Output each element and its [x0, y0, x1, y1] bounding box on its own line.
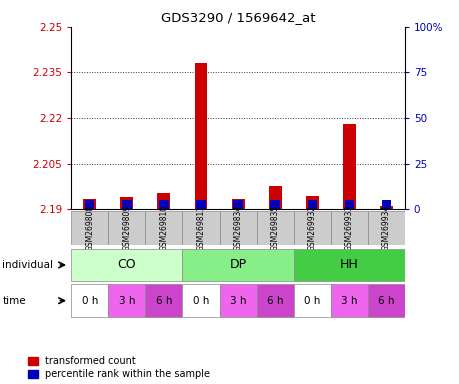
Text: 3 h: 3 h [118, 296, 135, 306]
Bar [219, 211, 256, 245]
Bar [256, 285, 293, 317]
Bar [182, 285, 219, 317]
Text: time: time [2, 296, 26, 306]
Text: DP: DP [229, 258, 246, 271]
Text: GSM269808: GSM269808 [85, 205, 94, 251]
Bar [108, 211, 145, 245]
Text: GSM269835: GSM269835 [270, 205, 279, 251]
Bar [157, 192, 170, 209]
Text: CO: CO [118, 258, 136, 271]
Text: 0 h: 0 h [192, 296, 209, 306]
Bar [182, 249, 293, 281]
Bar [231, 199, 244, 209]
Bar [83, 199, 96, 209]
Text: GSM269932: GSM269932 [307, 205, 316, 251]
Text: 0 h: 0 h [81, 296, 98, 306]
Bar [256, 211, 293, 245]
Text: GSM269934: GSM269934 [381, 205, 390, 251]
Text: 6 h: 6 h [266, 296, 283, 306]
Text: 6 h: 6 h [155, 296, 172, 306]
Text: 0 h: 0 h [303, 296, 319, 306]
Bar [270, 200, 279, 209]
Bar [145, 211, 182, 245]
Bar [344, 200, 353, 209]
Text: 6 h: 6 h [377, 296, 394, 306]
Bar [268, 187, 281, 209]
Bar [71, 211, 108, 245]
Text: GSM269810: GSM269810 [159, 205, 168, 251]
Bar [307, 200, 316, 209]
Text: individual: individual [2, 260, 53, 270]
Bar [330, 285, 367, 317]
Bar [330, 211, 367, 245]
Bar [194, 63, 207, 209]
Text: GSM269811: GSM269811 [196, 205, 205, 251]
Bar [71, 285, 108, 317]
Bar [293, 211, 330, 245]
Bar [293, 249, 404, 281]
Bar [145, 285, 182, 317]
Bar [367, 285, 404, 317]
Bar [108, 285, 145, 317]
Bar [219, 285, 256, 317]
Bar [71, 249, 182, 281]
Bar [367, 211, 404, 245]
Text: GSM269933: GSM269933 [344, 205, 353, 251]
Bar [120, 197, 133, 209]
Text: GSM269809: GSM269809 [122, 205, 131, 251]
Title: GDS3290 / 1569642_at: GDS3290 / 1569642_at [161, 11, 314, 24]
Bar [381, 200, 390, 209]
Bar [233, 200, 242, 209]
Bar [85, 200, 94, 209]
Text: 3 h: 3 h [230, 296, 246, 306]
Bar [305, 195, 318, 209]
Bar [379, 206, 392, 209]
Bar [122, 200, 131, 209]
Text: GSM269834: GSM269834 [233, 205, 242, 251]
Bar [342, 124, 355, 209]
Bar [159, 200, 168, 209]
Text: 3 h: 3 h [340, 296, 357, 306]
Bar [293, 285, 330, 317]
Legend: transformed count, percentile rank within the sample: transformed count, percentile rank withi… [28, 356, 210, 379]
Bar [196, 200, 205, 209]
Text: HH: HH [339, 258, 358, 271]
Bar [182, 211, 219, 245]
